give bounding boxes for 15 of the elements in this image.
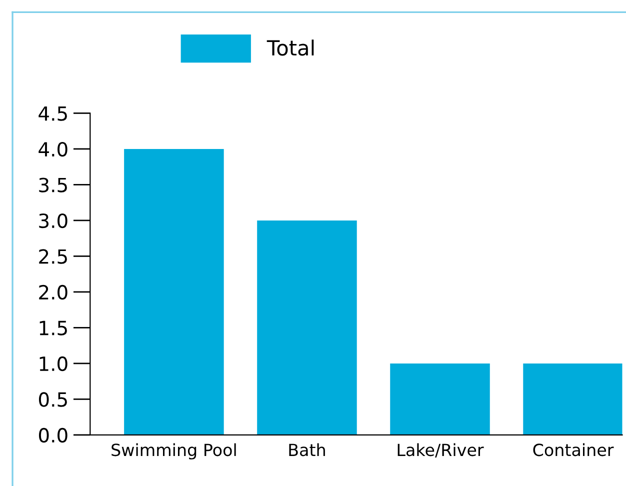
y-tick-label: 4.5	[38, 106, 67, 121]
y-tick-label: 2.5	[39, 249, 67, 264]
y-tick-label: 4.0	[38, 142, 68, 157]
x-tick-label: Container	[533, 443, 614, 456]
x-tick-label: Lake/River	[398, 443, 484, 458]
y-tick-label: 2.0	[39, 284, 68, 300]
y-tick-label: 0.0	[38, 428, 68, 443]
y-tick-label: 3.5	[39, 178, 67, 192]
y-tick-label: 0.5	[38, 392, 67, 407]
legend-label: Total	[266, 40, 314, 56]
x-tick-label: Bath	[289, 443, 325, 456]
y-tick-label: 3.0	[39, 213, 68, 228]
x-tick-label: Swimming Pool	[112, 443, 236, 460]
y-tick-label: 1.5	[40, 320, 67, 336]
y-tick-label: 1.0	[40, 356, 68, 372]
